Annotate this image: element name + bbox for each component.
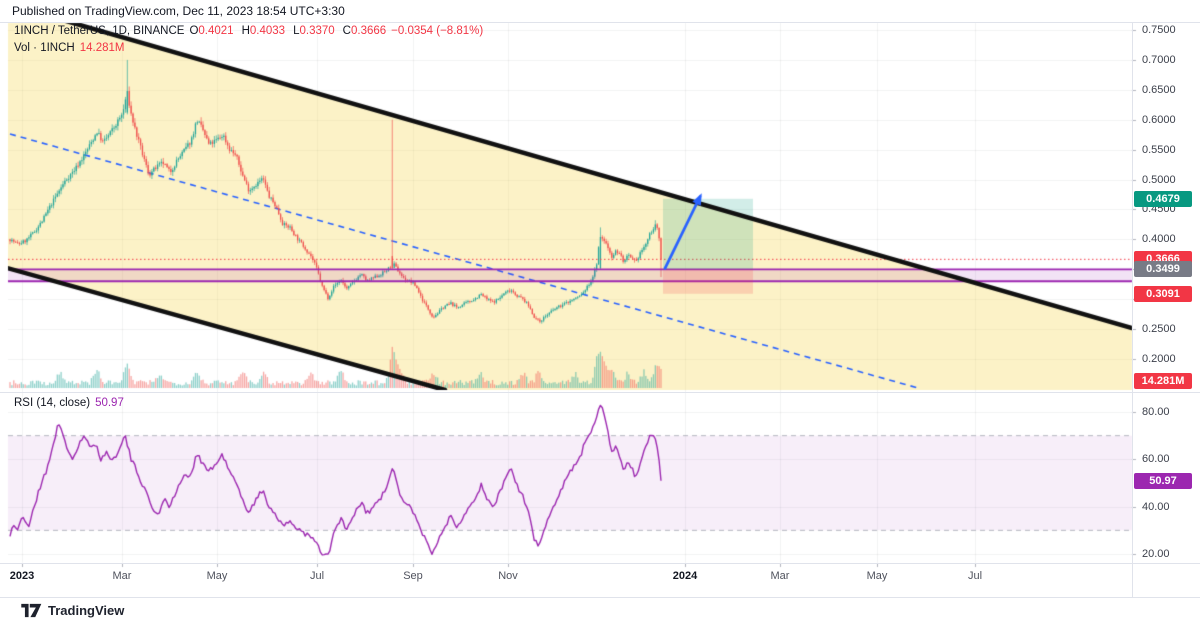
price-badge-0.3091: 0.3091 (1134, 285, 1192, 302)
symbol-legend[interactable]: 1INCH / TetherUS, 1D, BINANCE O0.4021 H0.… (14, 25, 483, 37)
ohlc-L: L0.3370 (293, 25, 335, 37)
tradingview-logo-icon (21, 603, 42, 618)
ohlc-C: C0.3666 (342, 25, 387, 37)
price-tick-label: 0.7000 (1142, 53, 1176, 66)
price-tick-label: 0.6000 (1142, 113, 1176, 126)
time-tick-Jul: Jul (309, 570, 325, 582)
ohlc-H: H0.4033 (241, 25, 286, 37)
volume-value: 14.281M (79, 42, 125, 54)
price-tick-label: 0.5000 (1142, 173, 1176, 186)
price-axis-border[interactable] (1132, 22, 1133, 597)
rsi-tick-label: 20.00 (1142, 548, 1170, 560)
price-tick-label: 0.6500 (1142, 83, 1176, 96)
time-tick-Nov: Nov (498, 570, 518, 582)
volume-label: Vol · 1INCH (14, 42, 75, 54)
rsi-tick-label: 60.00 (1142, 453, 1170, 466)
ohlc-values: O0.4021 H0.4033 L0.3370 C0.3666 (189, 25, 386, 37)
price-tick-label: 0.5500 (1142, 143, 1176, 156)
pane-separator (0, 392, 1200, 393)
price-tick-label: 0.7500 (1142, 24, 1176, 36)
price-tick-label: 0.4000 (1142, 233, 1176, 246)
change-value: −0.0354 (−8.81%) (391, 25, 484, 37)
time-axis-border[interactable] (0, 563, 1200, 564)
price-badge-0.3499: 0.3499 (1134, 261, 1192, 278)
time-tick-Mar: Mar (770, 570, 790, 582)
time-tick-May: May (866, 570, 888, 582)
rsi-badge: 50.97 (1134, 472, 1192, 489)
time-tick-Mar: Mar (112, 570, 132, 582)
ohlc-O: O0.4021 (189, 25, 234, 37)
chart-top-border (0, 22, 1200, 23)
rsi-tick-label: 40.00 (1142, 500, 1170, 513)
time-tick-2024: 2024 (672, 570, 698, 582)
rsi-legend[interactable]: RSI (14, close) 50.97 (14, 397, 124, 409)
time-tick-Jul: Jul (967, 570, 983, 582)
tradingview-watermark[interactable]: TradingView (20, 602, 124, 619)
rsi-title: RSI (14, close) (14, 397, 91, 409)
time-tick-Sep: Sep (403, 570, 423, 582)
price-tick-label: 0.2000 (1142, 353, 1176, 365)
time-tick-2023: 2023 (9, 570, 35, 582)
chart-bottom-border (0, 597, 1200, 598)
symbol-title: 1INCH / TetherUS, 1D, BINANCE (14, 25, 185, 37)
tradingview-logo-text: TradingView (48, 603, 125, 618)
published-bar: Published on TradingView.com, Dec 11, 20… (12, 4, 345, 18)
rsi-value: 50.97 (95, 397, 124, 409)
time-tick-May: May (206, 570, 228, 582)
volume-legend[interactable]: Vol · 1INCH 14.281M (14, 42, 124, 54)
price-badge-14.281M: 14.281M (1134, 373, 1192, 389)
rsi-tick-label: 80.00 (1142, 406, 1170, 418)
price-tick-label: 0.2500 (1142, 323, 1176, 336)
price-badge-0.4679: 0.4679 (1134, 190, 1192, 207)
